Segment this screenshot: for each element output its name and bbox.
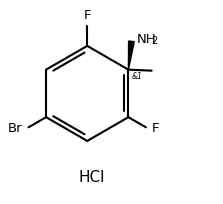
Text: 2: 2	[151, 36, 157, 46]
Text: &1: &1	[132, 72, 143, 81]
Polygon shape	[128, 42, 134, 70]
Text: F: F	[83, 9, 91, 21]
Text: NH: NH	[136, 33, 156, 46]
Text: Br: Br	[8, 121, 23, 134]
Text: F: F	[152, 121, 159, 134]
Text: HCl: HCl	[78, 169, 104, 184]
